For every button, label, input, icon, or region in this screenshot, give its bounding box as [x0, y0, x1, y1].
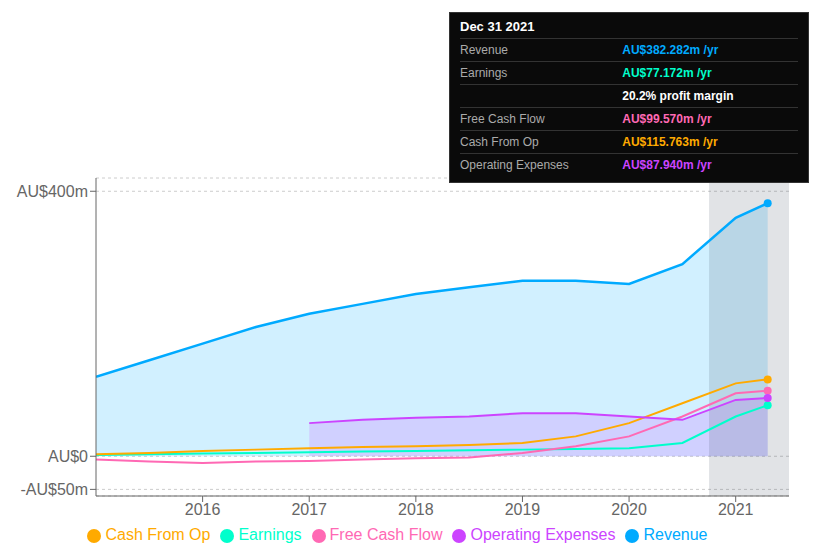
svg-text:2021: 2021 — [718, 501, 754, 518]
svg-text:2020: 2020 — [611, 501, 647, 518]
html-text:AU$87.940m /yr: AU$87.940m /yr — [622, 158, 712, 172]
html-text:Operating Expenses: Operating Expenses — [470, 526, 616, 543]
svg-text:AU$400m: AU$400m — [17, 183, 88, 200]
svg-text:-AU$50m: -AU$50m — [20, 481, 88, 498]
svg-text:2019: 2019 — [505, 501, 541, 518]
svg-text:2018: 2018 — [398, 501, 434, 518]
html-text:Free Cash Flow: Free Cash Flow — [460, 112, 545, 126]
html-text:Cash From Op: Cash From Op — [105, 526, 211, 543]
html-text:AU$382.282m /yr: AU$382.282m /yr — [622, 43, 719, 57]
html-text:Revenue: Revenue — [643, 526, 708, 543]
svg-text:AU$0: AU$0 — [48, 448, 88, 465]
html-text:AU$115.763m /yr: AU$115.763m /yr — [622, 135, 718, 149]
html-text:Operating Expenses: Operating Expenses — [460, 158, 569, 172]
html-text:Dec 31 2021: Dec 31 2021 — [460, 19, 535, 34]
html-text:Free Cash Flow: Free Cash Flow — [329, 526, 443, 543]
svg-text:2017: 2017 — [291, 501, 327, 518]
html-text:AU$99.570m /yr: AU$99.570m /yr — [622, 112, 712, 126]
html-text:Cash From Op: Cash From Op — [460, 135, 539, 149]
svg-text:2016: 2016 — [185, 501, 221, 518]
html-text:Earnings: Earnings — [460, 66, 508, 80]
html-text:Revenue: Revenue — [460, 43, 508, 57]
html-text:20.2% profit margin: 20.2% profit margin — [622, 89, 734, 103]
html-text:Earnings: Earnings — [238, 526, 302, 543]
html-text:AU$77.172m /yr: AU$77.172m /yr — [622, 66, 712, 80]
